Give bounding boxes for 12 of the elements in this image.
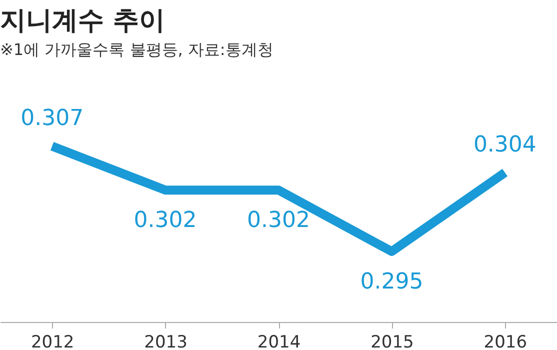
- data-label: 0.302: [247, 208, 310, 234]
- data-label: 0.302: [134, 208, 197, 234]
- data-label: 0.307: [20, 106, 84, 132]
- data-label: 0.295: [360, 269, 424, 294]
- data-label: 0.304: [473, 132, 536, 158]
- x-tick-label: 2016: [484, 332, 528, 350]
- x-tick-label: 2015: [370, 332, 414, 350]
- x-tick-label: 2013: [144, 332, 188, 350]
- x-tick-label: 2012: [30, 332, 74, 350]
- chart-title: 지니계수 추이: [0, 6, 166, 36]
- chart-subtitle: ※1에 가까울수록 불평등, 자료:통계청: [0, 40, 274, 59]
- x-tick-label: 2014: [257, 332, 301, 350]
